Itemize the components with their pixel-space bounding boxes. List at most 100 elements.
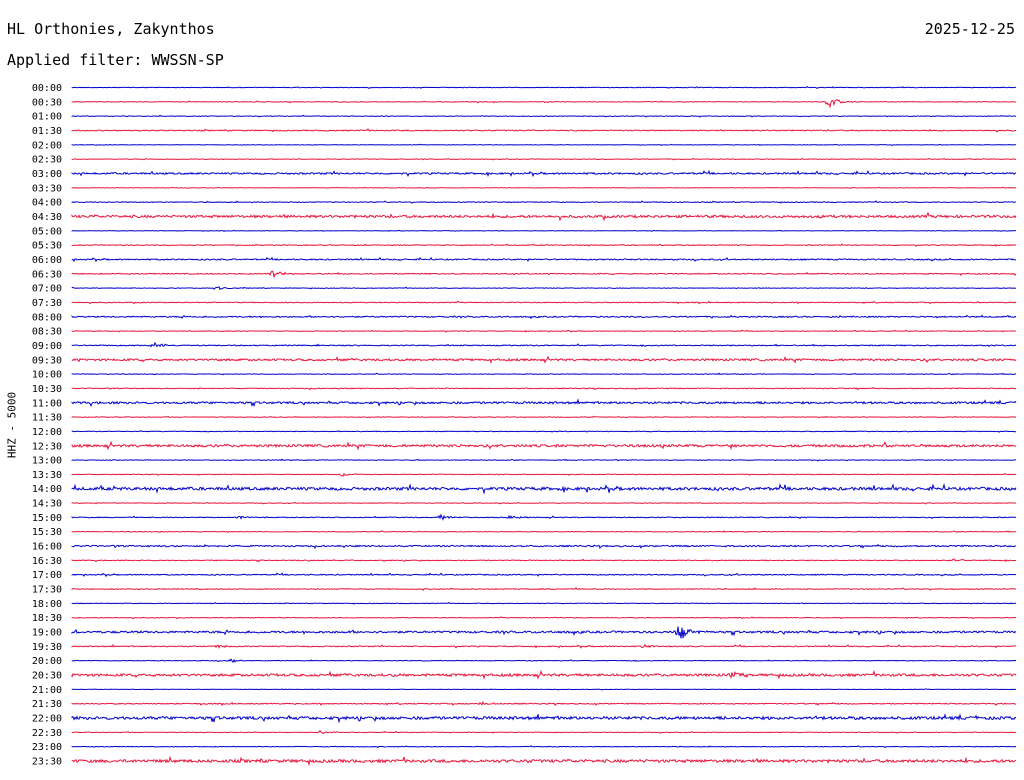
trace-row-0900 (71, 341, 1017, 348)
trace-row-0230 (71, 157, 1017, 161)
trace-row-1800 (71, 601, 1017, 605)
row-tick-label: 18:30 (32, 613, 62, 624)
trace-row-1300 (71, 458, 1017, 462)
row-tick-label: 23:00 (32, 742, 62, 753)
trace-row-2230 (71, 729, 1017, 735)
trace-row-0930 (71, 355, 1017, 364)
row-tick-label: 16:00 (32, 542, 62, 553)
row-tick-label: 03:00 (32, 169, 62, 180)
trace-row-2130 (71, 700, 1017, 707)
row-tick-label: 02:00 (32, 140, 62, 151)
trace-row-1730 (71, 587, 1017, 591)
trace-row-1330 (71, 472, 1017, 477)
row-tick-label: 05:30 (32, 241, 62, 252)
trace-row-0400 (71, 200, 1017, 204)
trace-row-0430 (71, 211, 1017, 222)
row-tick-label: 08:30 (32, 327, 62, 338)
row-tick-label: 02:30 (32, 155, 62, 166)
tick-label-group: 00:00 00:30 01:00 01:30 02:00 02:30 03:00 03:30… (32, 83, 62, 768)
trace-row-1530 (71, 530, 1017, 534)
trace-row-0130 (71, 128, 1017, 133)
row-tick-label: 04:00 (32, 198, 62, 209)
row-tick-label: 05:00 (32, 226, 62, 237)
row-tick-label: 10:30 (32, 384, 62, 395)
row-tick-label: 07:00 (32, 284, 62, 295)
row-tick-label: 22:30 (32, 728, 62, 739)
trace-row-2330 (71, 755, 1017, 767)
row-tick-label: 14:30 (32, 499, 62, 510)
row-tick-label: 23:30 (32, 757, 62, 768)
trace-row-0700 (71, 286, 1017, 291)
trace-row-0730 (71, 300, 1017, 305)
trace-row-1500 (71, 513, 1017, 521)
row-tick-label: 13:00 (32, 456, 62, 467)
trace-row-0300 (71, 169, 1017, 178)
row-tick-label: 22:00 (32, 714, 62, 725)
row-tick-label: 12:00 (32, 427, 62, 438)
row-tick-label: 04:30 (32, 212, 62, 223)
row-tick-label: 03:30 (32, 183, 62, 194)
trace-row-0500 (71, 229, 1017, 232)
trace-row-0630 (71, 270, 1017, 278)
row-tick-label: 09:30 (32, 355, 62, 366)
trace-row-0530 (71, 243, 1017, 248)
row-tick-label: 17:00 (32, 570, 62, 581)
trace-row-1630 (71, 558, 1017, 563)
row-tick-label: 14:00 (32, 484, 62, 495)
filter-label: Applied filter: WWSSN-SP (7, 51, 224, 69)
row-tick-label: 13:30 (32, 470, 62, 481)
trace-row-1900 (71, 626, 1017, 639)
trace-row-0000 (71, 85, 1017, 89)
row-tick-label: 18:00 (32, 599, 62, 610)
row-tick-label: 01:30 (32, 126, 62, 137)
trace-row-1930 (71, 643, 1017, 649)
trace-row-0200 (71, 143, 1017, 147)
row-tick-label: 07:30 (32, 298, 62, 309)
row-tick-label: 11:30 (32, 413, 62, 424)
row-tick-label: 19:00 (32, 628, 62, 639)
trace-row-1030 (71, 387, 1017, 391)
row-tick-label: 10:00 (32, 370, 62, 381)
date-label: 2025-12-25 (924, 20, 1015, 38)
row-tick-label: 06:00 (32, 255, 62, 266)
trace-row-1130 (71, 415, 1017, 419)
row-tick-label: 21:30 (32, 699, 62, 710)
row-tick-label: 17:30 (32, 585, 62, 596)
row-tick-label: 00:30 (32, 97, 62, 108)
trace-row-2200 (71, 713, 1017, 724)
row-tick-label: 20:30 (32, 671, 62, 682)
station-title: HL Orthonies, Zakynthos (7, 20, 215, 38)
trace-row-2300 (71, 745, 1017, 749)
trace-row-1200 (71, 429, 1016, 433)
row-tick-label: 19:30 (32, 642, 62, 653)
row-tick-label: 00:00 (32, 83, 62, 94)
row-tick-label: 09:00 (32, 341, 62, 352)
trace-row-0330 (71, 186, 1017, 189)
row-tick-label: 16:30 (32, 556, 62, 567)
row-tick-label: 06:30 (32, 269, 62, 280)
row-tick-label: 01:00 (32, 112, 62, 123)
trace-row-0830 (71, 329, 1017, 333)
trace-row-2030 (71, 669, 1017, 680)
row-tick-label: 20:00 (32, 656, 62, 667)
trace-row-1830 (71, 616, 1017, 620)
row-tick-label: 21:00 (32, 685, 62, 696)
trace-row-1430 (71, 501, 1017, 505)
trace-row-0030 (71, 98, 1017, 109)
row-tick-label: 15:00 (32, 513, 62, 524)
trace-row-1700 (71, 572, 1017, 578)
trace-row-1000 (71, 372, 1016, 376)
row-tick-label: 15:30 (32, 527, 62, 538)
trace-row-0100 (71, 114, 1017, 118)
trace-row-2100 (71, 688, 1017, 691)
trace-row-0600 (71, 256, 1017, 263)
trace-row-1230 (71, 440, 1017, 451)
trace-row-0800 (71, 314, 1017, 320)
trace-row-1600 (71, 543, 1017, 550)
trace-row-1400 (71, 483, 1017, 495)
trace-row-2000 (71, 658, 1017, 664)
trace-row-1100 (71, 398, 1017, 408)
trace-group (71, 85, 1017, 767)
row-tick-label: 08:00 (32, 312, 62, 323)
